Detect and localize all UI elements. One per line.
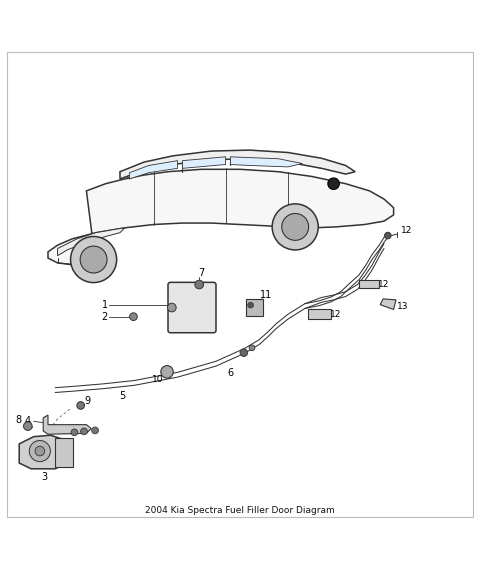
Circle shape (328, 178, 339, 189)
Circle shape (195, 280, 204, 289)
Text: 12: 12 (378, 280, 390, 289)
Circle shape (71, 237, 117, 283)
Bar (55, 438, 73, 467)
Circle shape (35, 446, 45, 456)
Polygon shape (182, 157, 226, 168)
Polygon shape (380, 299, 396, 310)
Circle shape (29, 440, 50, 461)
Polygon shape (130, 160, 178, 179)
Text: 6: 6 (228, 368, 233, 378)
Text: 7: 7 (198, 269, 205, 278)
Text: 10: 10 (152, 375, 163, 384)
Text: 5: 5 (119, 391, 126, 401)
Text: 9: 9 (84, 395, 90, 406)
Circle shape (272, 204, 318, 250)
Polygon shape (58, 228, 125, 255)
Bar (246, 299, 263, 316)
Text: 12: 12 (330, 310, 342, 319)
Text: 2: 2 (101, 312, 108, 321)
Circle shape (24, 422, 32, 430)
Circle shape (282, 213, 309, 240)
Circle shape (248, 302, 253, 308)
Polygon shape (43, 415, 91, 434)
Text: 4: 4 (25, 417, 31, 426)
Circle shape (81, 428, 87, 435)
Circle shape (77, 402, 84, 409)
Text: 13: 13 (397, 302, 409, 311)
Circle shape (384, 232, 391, 239)
Circle shape (168, 303, 176, 312)
Circle shape (80, 246, 107, 273)
Text: 8: 8 (15, 415, 21, 425)
Bar (308, 308, 331, 319)
Circle shape (130, 313, 137, 320)
Bar (359, 280, 379, 288)
Text: 11: 11 (260, 290, 273, 300)
Polygon shape (120, 150, 355, 179)
Polygon shape (230, 157, 302, 167)
Circle shape (240, 349, 248, 357)
Circle shape (71, 429, 78, 436)
Text: 2004 Kia Spectra Fuel Filler Door Diagram: 2004 Kia Spectra Fuel Filler Door Diagra… (145, 506, 335, 514)
Text: 3: 3 (42, 472, 48, 483)
Circle shape (92, 427, 98, 434)
Polygon shape (19, 435, 72, 469)
Text: 1: 1 (102, 300, 108, 310)
Circle shape (161, 366, 173, 378)
Circle shape (249, 345, 255, 351)
Polygon shape (48, 170, 394, 265)
Text: 12: 12 (401, 226, 413, 235)
FancyBboxPatch shape (168, 282, 216, 333)
